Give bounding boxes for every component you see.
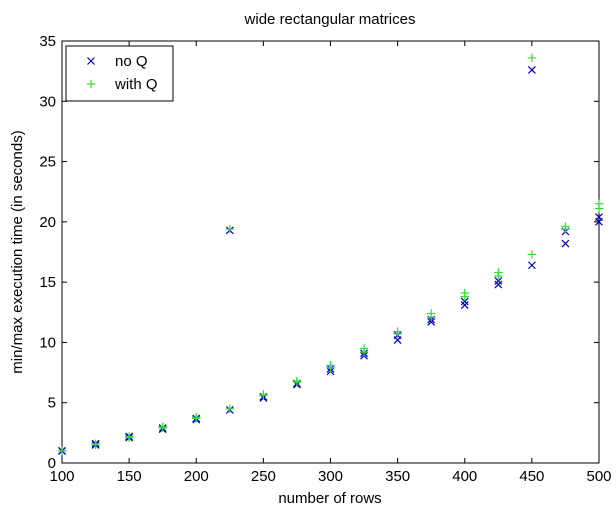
legend-box	[65, 45, 174, 102]
data-point	[561, 239, 570, 248]
legend-marker	[86, 79, 96, 89]
x-axis-label: number of rows	[278, 490, 381, 507]
data-point	[292, 376, 302, 386]
data-point	[594, 199, 604, 208]
x-tick-label: 200	[184, 468, 209, 485]
series-with-q	[57, 53, 604, 456]
y-tick-label: 0	[48, 455, 56, 472]
data-point	[561, 222, 570, 231]
x-tick-label: 400	[452, 468, 477, 485]
y-tick-label: 15	[39, 274, 56, 291]
data-point	[527, 53, 537, 63]
legend-label: no Q	[115, 53, 148, 70]
data-point	[124, 432, 134, 441]
data-point	[494, 280, 503, 289]
data-point	[527, 66, 536, 74]
data-point	[259, 390, 268, 399]
data-point	[494, 277, 503, 285]
y-axis-label: min/max execution time (in seconds)	[9, 130, 26, 373]
data-point	[192, 412, 201, 422]
x-axis: 100 150 200 250 300 350 400 450 500	[49, 41, 612, 485]
x-tick-label: 350	[385, 468, 410, 485]
data-point	[326, 361, 335, 370]
legend-marker	[87, 57, 95, 65]
y-tick-label: 35	[39, 33, 56, 50]
data-point	[595, 213, 603, 221]
series-no-q	[58, 66, 603, 455]
x-tick-label: 100	[49, 468, 74, 485]
x-tick-label: 500	[586, 468, 611, 485]
data-point	[527, 250, 537, 259]
data-point	[460, 297, 469, 306]
data-point	[225, 404, 235, 413]
data-points	[57, 53, 604, 456]
x-tick-label: 150	[117, 468, 142, 485]
data-point	[426, 309, 436, 318]
y-tick-label: 20	[39, 214, 56, 231]
data-point	[225, 224, 235, 234]
data-point	[527, 261, 536, 270]
x-tick-label: 450	[519, 468, 544, 485]
y-tick-label: 10	[39, 334, 56, 351]
y-axis: 0 5 10 15 20 25 30 35	[39, 33, 599, 472]
y-tick-label: 5	[48, 395, 56, 412]
data-point	[359, 344, 369, 353]
data-point	[460, 288, 469, 298]
data-point	[57, 446, 67, 456]
x-tick-label: 250	[251, 468, 276, 485]
chart-title: wide rectangular matrices	[244, 11, 416, 28]
data-point	[393, 327, 402, 336]
legend-label: with Q	[114, 76, 158, 93]
data-point	[158, 422, 167, 432]
data-point	[427, 318, 436, 326]
data-point	[460, 301, 469, 309]
x-tick-label: 300	[318, 468, 343, 485]
data-point	[91, 439, 100, 448]
plot-area-frame	[61, 40, 600, 464]
legend: no Q with Q	[65, 45, 174, 102]
data-point	[494, 268, 503, 277]
y-tick-label: 25	[39, 154, 56, 171]
y-tick-label: 30	[39, 93, 56, 110]
